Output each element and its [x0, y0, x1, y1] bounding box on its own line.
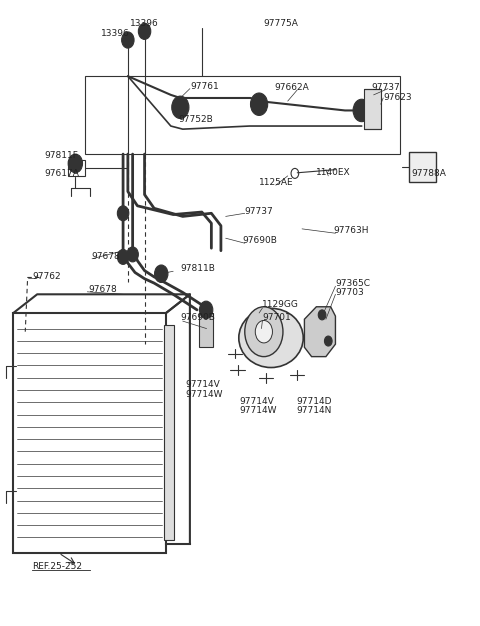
Circle shape	[117, 206, 129, 221]
Text: 97737: 97737	[371, 83, 400, 92]
Circle shape	[68, 154, 83, 173]
Text: 97714V: 97714V	[239, 397, 274, 406]
Circle shape	[138, 23, 151, 39]
Bar	[164, 326, 174, 540]
Polygon shape	[304, 307, 336, 357]
Bar	[409, 152, 436, 182]
Text: 97623: 97623	[383, 93, 412, 102]
Text: 97690B: 97690B	[180, 314, 215, 322]
Circle shape	[353, 100, 370, 121]
Bar	[68, 160, 85, 176]
Text: 97762: 97762	[33, 272, 61, 281]
Circle shape	[121, 32, 134, 48]
Text: 1129GG: 1129GG	[262, 300, 299, 309]
Text: 1140EX: 1140EX	[316, 168, 351, 177]
Circle shape	[324, 336, 332, 346]
Text: 97763H: 97763H	[333, 226, 369, 235]
Text: 97714V: 97714V	[185, 380, 220, 389]
Bar	[13, 313, 166, 553]
Text: 97761: 97761	[190, 82, 219, 91]
Text: 97714D: 97714D	[296, 397, 332, 406]
Bar	[85, 76, 400, 154]
Circle shape	[255, 321, 273, 343]
Text: 97617A: 97617A	[44, 169, 79, 178]
Bar	[364, 89, 381, 129]
Circle shape	[251, 93, 268, 115]
Text: 97690B: 97690B	[242, 236, 277, 245]
Text: 97662A: 97662A	[275, 83, 309, 92]
Ellipse shape	[239, 309, 303, 367]
Text: REF.25-252: REF.25-252	[33, 562, 83, 571]
Text: 97365C: 97365C	[336, 279, 371, 287]
Text: 97678: 97678	[89, 285, 118, 294]
Circle shape	[172, 96, 189, 118]
Circle shape	[117, 249, 129, 264]
Text: 97752B: 97752B	[178, 115, 213, 125]
Text: 97788A: 97788A	[412, 169, 447, 178]
Circle shape	[245, 307, 283, 357]
Text: 97737: 97737	[245, 207, 274, 216]
Circle shape	[155, 265, 168, 282]
Circle shape	[127, 247, 138, 262]
Text: 97714W: 97714W	[239, 406, 276, 415]
Bar	[199, 313, 213, 347]
Text: 97703: 97703	[336, 288, 364, 297]
Circle shape	[199, 301, 213, 319]
Text: 97811F: 97811F	[44, 151, 78, 160]
Text: 97678: 97678	[91, 252, 120, 262]
Text: 1125AE: 1125AE	[259, 178, 294, 187]
Circle shape	[318, 310, 326, 320]
Text: 97714N: 97714N	[296, 406, 332, 415]
Text: 13396: 13396	[130, 19, 159, 28]
Text: 97701: 97701	[262, 314, 291, 322]
Text: 97714W: 97714W	[185, 389, 223, 399]
Text: 97811B: 97811B	[180, 264, 215, 273]
Text: 13396: 13396	[101, 29, 129, 38]
Text: 97775A: 97775A	[264, 19, 299, 28]
